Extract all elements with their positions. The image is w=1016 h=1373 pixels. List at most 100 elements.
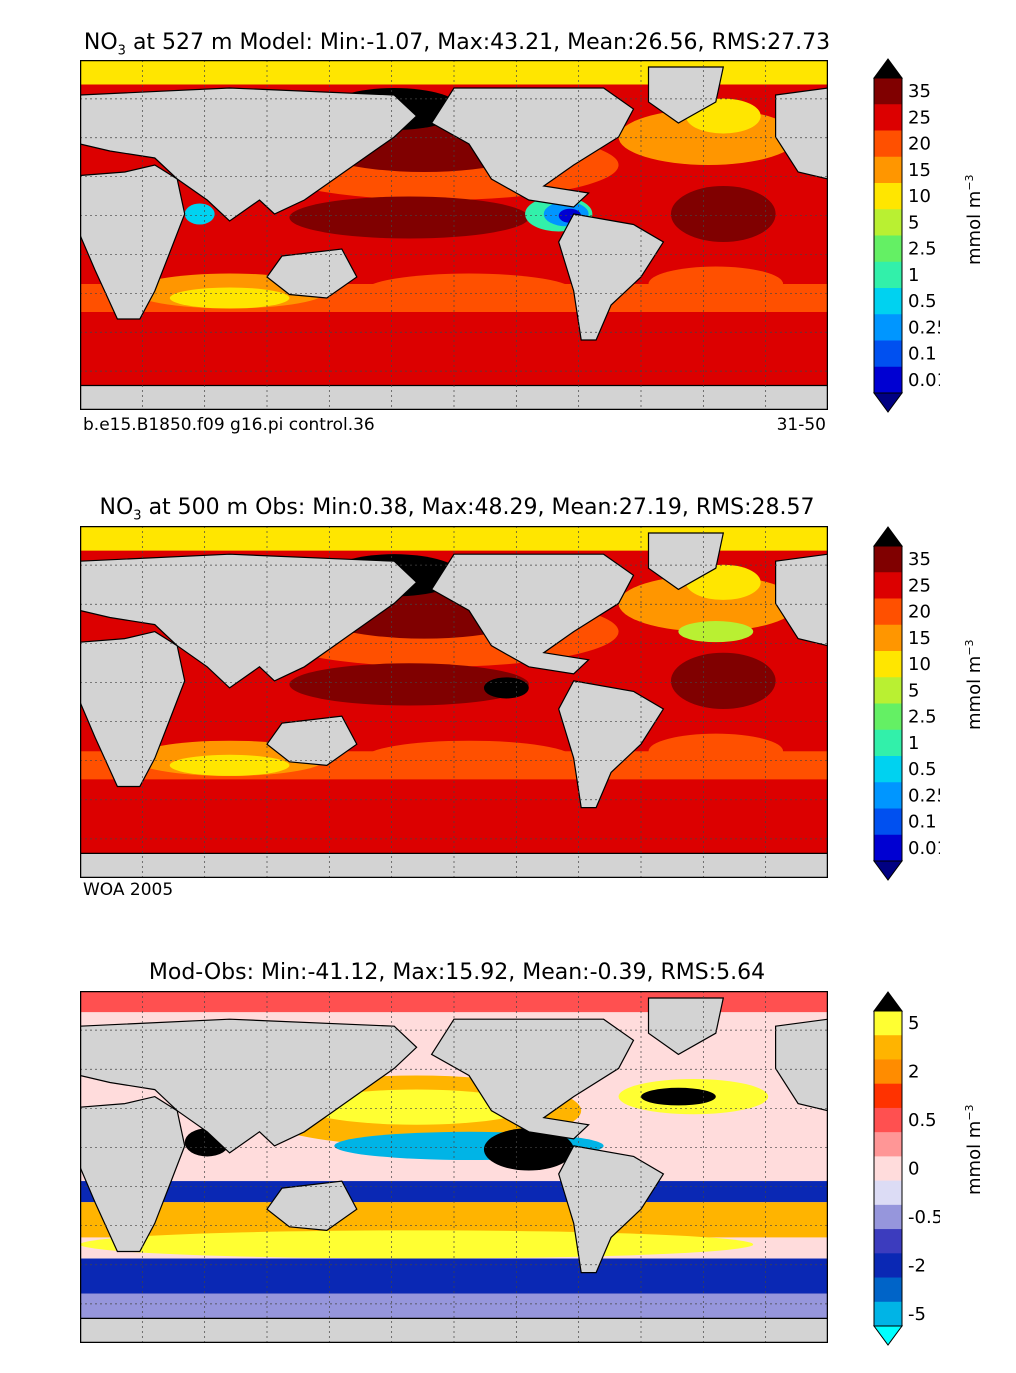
- colorbar-segment: [874, 104, 902, 131]
- north-pacific-core: [304, 1089, 529, 1125]
- south-atlantic-subtropics: [648, 266, 784, 302]
- colorbar-segment: [874, 235, 902, 263]
- colorbar-tick-label: 5: [908, 680, 919, 701]
- colorbar-segment: [874, 1156, 902, 1182]
- title-species: NO: [99, 495, 134, 520]
- colorbar-extend-max: [873, 526, 903, 547]
- southern-ocean-band: [80, 312, 828, 386]
- colorbar-segment: [874, 1253, 902, 1279]
- obs-map: [80, 526, 828, 878]
- landmass: [775, 553, 828, 647]
- colorbar-segment: [874, 1107, 902, 1133]
- colorbar-segment: [874, 78, 902, 105]
- etp-high: [483, 677, 529, 699]
- colorbar-unit: mmol m−3: [963, 1104, 985, 1195]
- panel-obs: NO3 at 500 m Obs: Min:0.38, Max:48.29, M…: [0, 490, 1016, 920]
- year-range: 31-50: [776, 415, 826, 435]
- colorbar-tick-label: -5: [908, 1304, 926, 1325]
- colorbar-segment: [874, 130, 902, 158]
- colorbar-segment: [874, 156, 902, 184]
- colorbar-tick-label: 0.1: [908, 812, 937, 833]
- subtropical-south-yellow: [80, 1230, 754, 1259]
- landmass: [80, 1095, 186, 1253]
- landmass: [80, 164, 186, 320]
- colorbar-tick-label: 25: [908, 107, 931, 128]
- colorbar-segment: [874, 546, 902, 573]
- indian-subtropics-core: [169, 754, 290, 776]
- dataset-name: WOA 2005: [83, 880, 174, 900]
- colorbar-tick-label: 0: [908, 1159, 919, 1180]
- colorbar-tick-label: 15: [908, 160, 931, 181]
- landmass: [558, 680, 665, 809]
- title-subscript: 3: [117, 43, 126, 59]
- colorbar-segment: [874, 1277, 902, 1303]
- colorbar-tick-label: 35: [908, 81, 931, 102]
- landmass: [430, 553, 635, 675]
- landmass: [558, 1145, 665, 1274]
- colorbar-tick-label: 15: [908, 628, 931, 649]
- etp-min: [483, 1128, 574, 1171]
- panel-title: NO3 at 527 m Model: Min:-1.07, Max:43.21…: [0, 30, 914, 64]
- colorbar-tick-label: 20: [908, 134, 931, 155]
- colorbar-segment: [874, 209, 902, 236]
- diff-map: [80, 991, 828, 1343]
- landmass: [80, 1018, 418, 1154]
- colorbar-unit: mmol m−3: [963, 174, 985, 265]
- colorbar-segment: [874, 834, 902, 862]
- map-frame: [80, 60, 828, 410]
- colorbar-segment: [874, 756, 902, 783]
- colorbar-segment: [874, 703, 902, 731]
- colorbar-tick-label: 0.25: [908, 317, 940, 338]
- landmass: [430, 1018, 635, 1140]
- landmass: [430, 87, 635, 208]
- colorbar-tick-label: 5: [908, 1013, 919, 1034]
- colorbar-segment: [874, 261, 902, 289]
- south-atlantic-subtropics: [648, 733, 784, 769]
- colorbar-segment: [874, 808, 902, 836]
- case-name: b.e15.B1850.f09 g16.pi control.36: [83, 415, 375, 435]
- panel-model: NO3 at 527 m Model: Min:-1.07, Max:43.21…: [0, 0, 1016, 460]
- map-frame: [80, 526, 828, 878]
- colorbar-segment: [874, 598, 902, 626]
- colorbar-extend-min: [873, 392, 903, 413]
- colorbar-tick-label: -0.5: [908, 1207, 940, 1228]
- colorbar-tick-label: 0.5: [908, 291, 937, 312]
- obs-colorbar: 35 25 20 15 10 5 2.5 1 0.5 0.25 0.1 0.01: [873, 526, 940, 881]
- colorbar-tick-label: 0.01: [908, 370, 940, 391]
- colorbar-tick-label: 0.01: [908, 838, 940, 859]
- colorbar-segment: [874, 651, 902, 678]
- landmass: [80, 630, 186, 788]
- colorbar-segment: [874, 1301, 902, 1327]
- colorbar-tick-label: 20: [908, 602, 931, 623]
- title-species: NO: [83, 30, 118, 55]
- colorbar-unit: mmol m−3: [963, 639, 985, 730]
- model-map: [80, 60, 828, 410]
- tropical-pacific: [289, 196, 529, 239]
- panel-title: NO3 at 500 m Obs: Min:0.38, Max:48.29, M…: [0, 495, 914, 529]
- colorbar-segment: [874, 624, 902, 652]
- landmass: [558, 213, 665, 341]
- landmass: [80, 553, 418, 689]
- south-pacific-subtropics: [364, 740, 574, 776]
- panel-diff: Mod-Obs: Min:-41.12, Max:15.92, Mean:-0.…: [0, 955, 1016, 1365]
- colorbar-segment: [874, 183, 902, 210]
- title-text: at 527 m Model: Min:-1.07, Max:43.21, Me…: [125, 30, 831, 55]
- landmass: [647, 532, 725, 591]
- landmass: [647, 66, 725, 124]
- colorbar-extend-min: [873, 1325, 903, 1346]
- colorbar-extend-min: [873, 860, 903, 881]
- north-atlantic-low: [678, 621, 754, 643]
- colorbar-segment: [874, 1229, 902, 1254]
- colorbar-segment: [874, 782, 902, 809]
- colorbar-segment: [874, 1011, 902, 1036]
- landmass: [266, 715, 358, 767]
- colorbar-segment: [874, 1180, 902, 1206]
- tropical-pacific: [289, 663, 529, 706]
- colorbar-tick-label: -2: [908, 1255, 926, 1276]
- colorbar-segment: [874, 1083, 902, 1109]
- diff-colorbar: 5 2 0.5 0 -0.5 -2 -5: [873, 991, 940, 1346]
- south-pacific-subtropics: [364, 273, 574, 309]
- colorbar-extend-max: [873, 991, 903, 1012]
- colorbar-tick-label: 0.5: [908, 759, 937, 780]
- colorbar-segment: [874, 1059, 902, 1085]
